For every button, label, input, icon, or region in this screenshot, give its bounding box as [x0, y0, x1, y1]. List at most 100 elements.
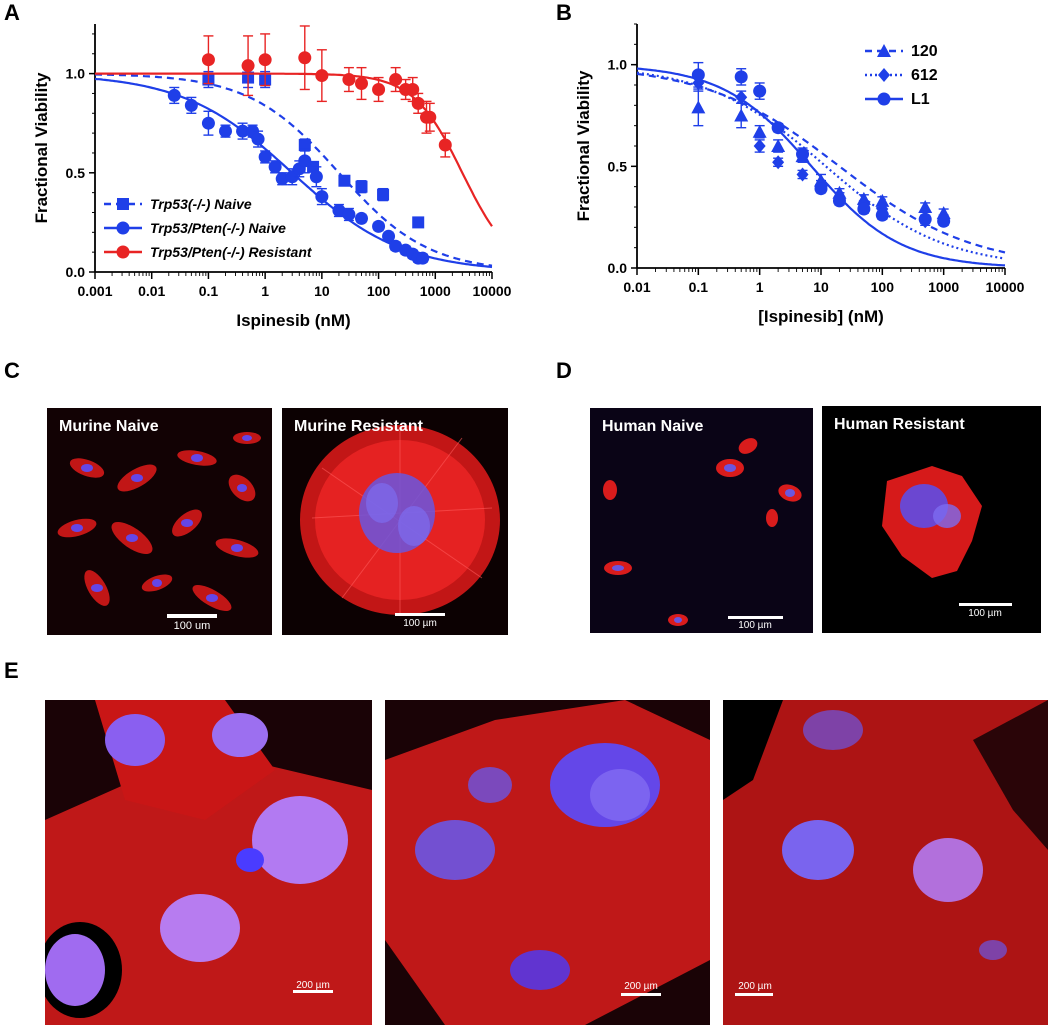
micrograph-image — [385, 700, 710, 1025]
chart-b: 0.0 0.5 1.0 0.01 0.1 1 10 100 1000 10000 [Ispinesi… — [574, 23, 1025, 326]
data-point — [298, 139, 311, 152]
data-point — [298, 154, 312, 168]
x-tick-label: 1 — [756, 279, 764, 295]
data-point — [332, 203, 346, 217]
micrograph-image — [822, 406, 1041, 633]
data-point — [406, 82, 420, 96]
data-point — [372, 82, 386, 96]
legend-label: Trp53/Pten(-/-) Resistant — [150, 244, 313, 260]
data-point — [298, 51, 312, 65]
series-2 — [95, 25, 493, 227]
legend-label: L1 — [911, 91, 930, 108]
panel-letter-b: B — [556, 0, 572, 25]
data-point — [258, 53, 272, 67]
x-tick-label: 10 — [314, 283, 330, 299]
micrograph-title: Murine Naive — [59, 418, 159, 435]
data-point — [918, 212, 932, 226]
data-point — [201, 116, 215, 130]
micrograph-title: Murine Resistant — [294, 418, 423, 435]
legend-marker — [117, 198, 129, 210]
data-point — [772, 155, 785, 170]
x-tick-label: 0.1 — [199, 283, 219, 299]
micrograph-image — [590, 408, 813, 633]
data-point — [342, 73, 356, 87]
data-point — [752, 124, 767, 138]
x-tick-label: 100 — [871, 279, 895, 295]
data-point — [771, 121, 785, 135]
data-point — [241, 59, 255, 73]
data-point — [167, 88, 181, 102]
data-point — [251, 132, 265, 146]
scale-label: 200 µm — [738, 981, 772, 992]
data-point — [691, 100, 706, 114]
data-point — [201, 53, 215, 67]
fit-curve — [636, 72, 1006, 254]
data-point — [372, 219, 386, 233]
data-point — [315, 69, 329, 83]
data-point — [937, 214, 951, 228]
scale-bar — [735, 993, 773, 996]
data-point — [236, 124, 250, 138]
data-point — [315, 190, 329, 204]
micrograph-human-naive: Human Naive 100 µm — [590, 408, 813, 633]
panel-letter-d: D — [556, 358, 572, 383]
legend-marker — [116, 245, 130, 259]
x-tick-label: 1000 — [420, 283, 451, 299]
scale-label: 200 µm — [296, 980, 330, 991]
y-tick-label: 0.0 — [608, 260, 628, 276]
micrograph-murine-resistant: Murine Resistant 100 µm — [282, 408, 508, 635]
micrograph-image — [47, 408, 272, 635]
micrograph-image — [723, 700, 1048, 1025]
legend-label: Trp53/Pten(-/-) Naive — [150, 220, 286, 236]
x-tick-label: 0.01 — [138, 283, 165, 299]
legend-marker — [877, 92, 891, 106]
data-point — [412, 216, 425, 229]
data-point — [814, 182, 828, 196]
fit-curve — [636, 67, 1006, 267]
data-point — [389, 73, 403, 87]
data-point — [382, 229, 396, 243]
data-point — [438, 138, 452, 152]
y-tick-label: 0.5 — [66, 165, 86, 181]
micrograph-e-right: 200 µm — [723, 700, 1048, 1025]
x-axis-label: [Ispinesib] (nM) — [758, 307, 884, 326]
y-tick-label: 0.5 — [608, 158, 628, 174]
data-point — [875, 208, 889, 222]
legend-marker — [878, 68, 890, 82]
micrograph-title: Human Naive — [602, 418, 704, 435]
micrograph-title: Human Resistant — [834, 416, 965, 433]
scale-bar — [728, 616, 783, 619]
x-tick-label: 10 — [813, 279, 829, 295]
scale-bar — [621, 993, 661, 996]
y-axis-label: Fractional Viability — [574, 70, 593, 221]
data-point — [184, 98, 198, 112]
scale-label: 100 µm — [738, 620, 772, 631]
data-point — [918, 200, 933, 213]
x-tick-label: 0.001 — [77, 283, 112, 299]
data-point — [377, 188, 390, 201]
legend-label: 612 — [911, 67, 938, 84]
data-point — [423, 110, 437, 124]
scale-bar — [395, 613, 445, 616]
y-tick-label: 0.0 — [66, 264, 86, 280]
data-point — [355, 180, 368, 193]
data-point — [734, 108, 749, 122]
y-tick-label: 1.0 — [66, 66, 86, 82]
fit-curve — [636, 71, 1006, 260]
x-tick-label: 0.1 — [689, 279, 709, 295]
micrograph-image — [45, 700, 372, 1025]
x-tick-label: 1 — [261, 283, 269, 299]
legend-label: 120 — [911, 43, 938, 60]
y-axis-label: Fractional Viability — [32, 72, 51, 223]
x-axis-label: Ispinesib (nM) — [236, 311, 350, 330]
data-point — [753, 84, 767, 98]
chart-a: 0.0 0.5 1.0 0.001 0.01 0.1 1 10 100 1000 10000 Ispi… — [32, 24, 512, 330]
micrograph-e-center: 200 µm — [385, 700, 710, 1025]
data-point — [875, 193, 890, 207]
data-point — [416, 251, 430, 265]
scale-label: 200 µm — [624, 981, 658, 992]
panel-letter-a: A — [4, 0, 20, 25]
legend-label: Trp53(-/-) Naive — [150, 196, 252, 212]
x-tick-label: 0.01 — [623, 279, 650, 295]
scale-bar — [293, 990, 333, 993]
